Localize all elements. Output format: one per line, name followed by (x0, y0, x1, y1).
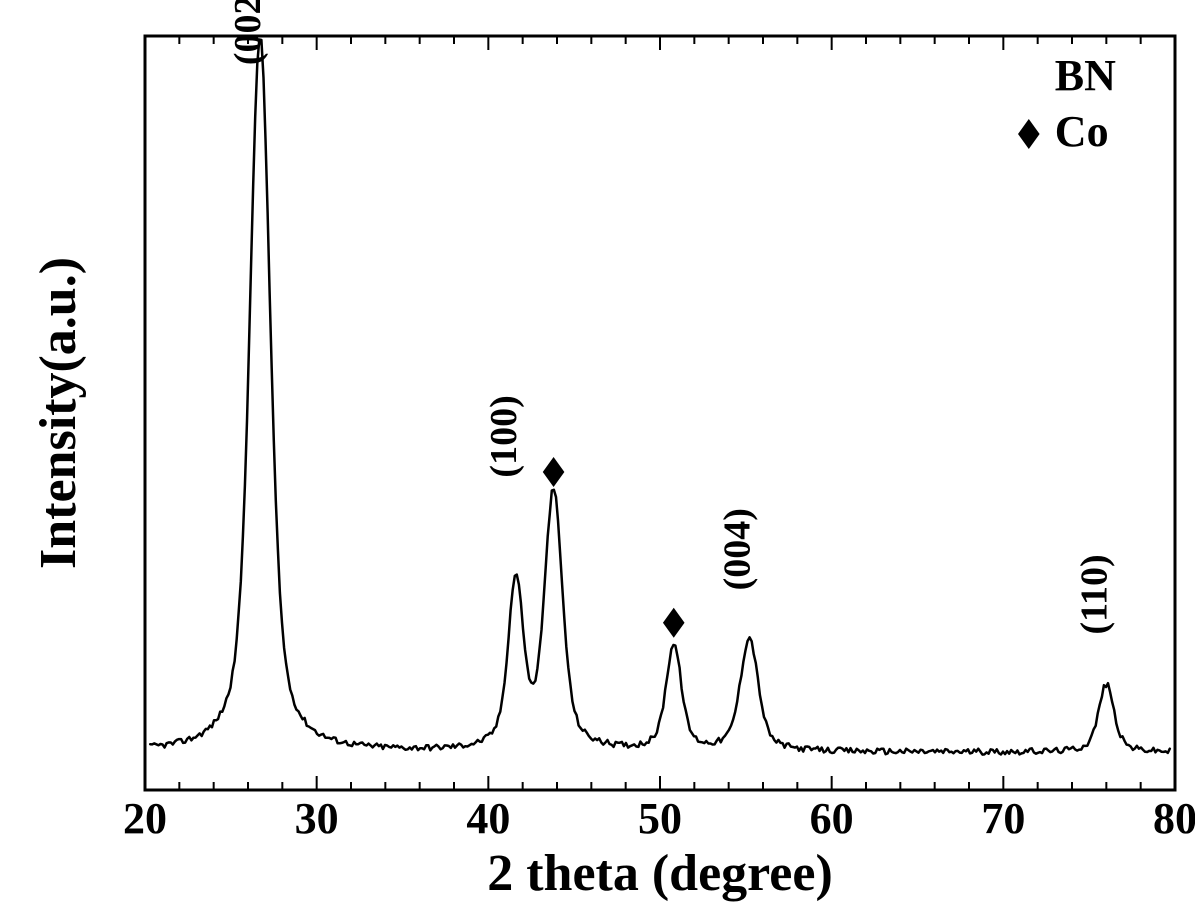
peak-label: (002) (227, 0, 269, 65)
x-tick-label: 30 (295, 794, 339, 843)
x-tick-label: 80 (1153, 794, 1195, 843)
x-tick-label: 50 (638, 794, 682, 843)
chart-root: 20 30 40 50 60 70 80 2 theta (degree) Intensity(… (0, 0, 1195, 920)
x-tick-label: 70 (981, 794, 1025, 843)
y-axis-title: Intensity(a.u.) (30, 257, 87, 569)
x-tick-label: 20 (123, 794, 167, 843)
x-tick-label: 60 (810, 794, 854, 843)
legend-entry: BN (1055, 51, 1116, 100)
x-axis-title: 2 theta (degree) (487, 845, 833, 902)
legend-entry: Co (1055, 107, 1109, 156)
peak-label: (004) (716, 508, 758, 590)
xrd-chart: 20 30 40 50 60 70 80 2 theta (degree) Intensity(… (0, 0, 1195, 920)
peak-label: (110) (1073, 554, 1115, 634)
peak-label: (100) (483, 395, 525, 477)
x-tick-label: 40 (466, 794, 510, 843)
